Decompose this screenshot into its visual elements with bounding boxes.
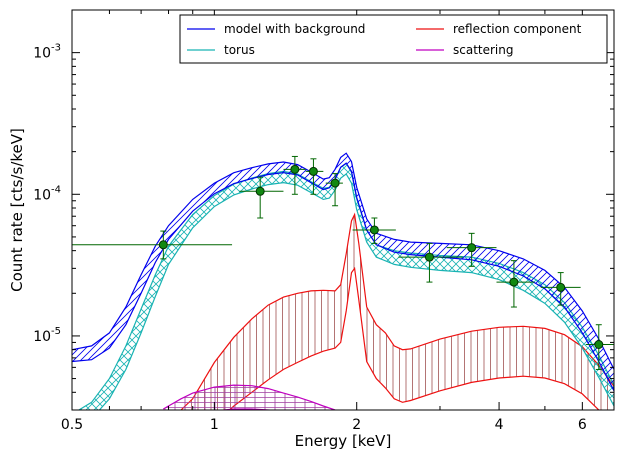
- x-tick-label: 6: [578, 417, 587, 433]
- data-point-11: [585, 324, 614, 370]
- y-tick-label: 10-4: [33, 184, 61, 203]
- data-point-5: [325, 173, 343, 207]
- x-tick-label: 4: [495, 417, 504, 433]
- data-point-1: [72, 230, 233, 260]
- data-marker: [255, 186, 265, 196]
- data-point-8: [446, 232, 497, 267]
- data-marker: [369, 225, 379, 235]
- scattering-band-fill: [163, 385, 336, 410]
- data-marker: [424, 252, 434, 262]
- legend-label-reflection-component: reflection component: [453, 22, 582, 36]
- scattering-lower-line: [218, 408, 278, 410]
- data-marker: [158, 240, 168, 250]
- legend-label-scattering: scattering: [453, 43, 514, 57]
- data-marker: [594, 340, 604, 350]
- data-point-3: [283, 155, 306, 195]
- data-marker: [330, 178, 340, 188]
- legend: model with background reflection componen…: [179, 14, 608, 64]
- data-marker: [509, 277, 519, 287]
- legend-label-model-with-background: model with background: [224, 22, 365, 36]
- reflection-component-upper-line: [180, 212, 614, 410]
- data-point-9: [496, 260, 535, 308]
- model-with-background-upper-line: [72, 152, 614, 370]
- x-tick-labels: 0.5 1 2 4 6: [61, 417, 587, 433]
- reflection-component-band: [180, 212, 614, 410]
- y-axis-title: Count rate [cts/s/keV]: [8, 128, 26, 292]
- data-point-7: [398, 242, 463, 283]
- legend-label-torus: torus: [224, 43, 255, 57]
- y-tick-label: 10-3: [33, 43, 61, 62]
- data-point-4: [305, 158, 324, 195]
- axis-ticks: [71, 9, 615, 411]
- x-tick-label: 1: [210, 417, 219, 433]
- plot-frame: [71, 9, 615, 411]
- reflection-component-band-fill: [181, 214, 614, 410]
- data-point-2: [239, 176, 284, 219]
- data-marker: [467, 243, 477, 253]
- data-points: [72, 155, 614, 370]
- reflection-component-lower-line: [228, 266, 600, 410]
- data-marker: [290, 164, 300, 174]
- scattering-upper-line: [163, 384, 336, 410]
- y-tick-label: 10-5: [33, 326, 61, 345]
- model-bands: [72, 152, 614, 410]
- data-point-6: [352, 217, 396, 244]
- data-marker: [556, 282, 566, 292]
- data-point-10: [540, 272, 581, 306]
- x-tick-label: 2: [352, 417, 361, 433]
- x-axis-title: Energy [keV]: [295, 432, 392, 450]
- legend-box: [179, 14, 608, 64]
- y-tick-labels: 10-5 10-4 10-3: [33, 43, 61, 345]
- data-marker: [308, 166, 318, 176]
- x-tick-label: 0.5: [61, 417, 83, 433]
